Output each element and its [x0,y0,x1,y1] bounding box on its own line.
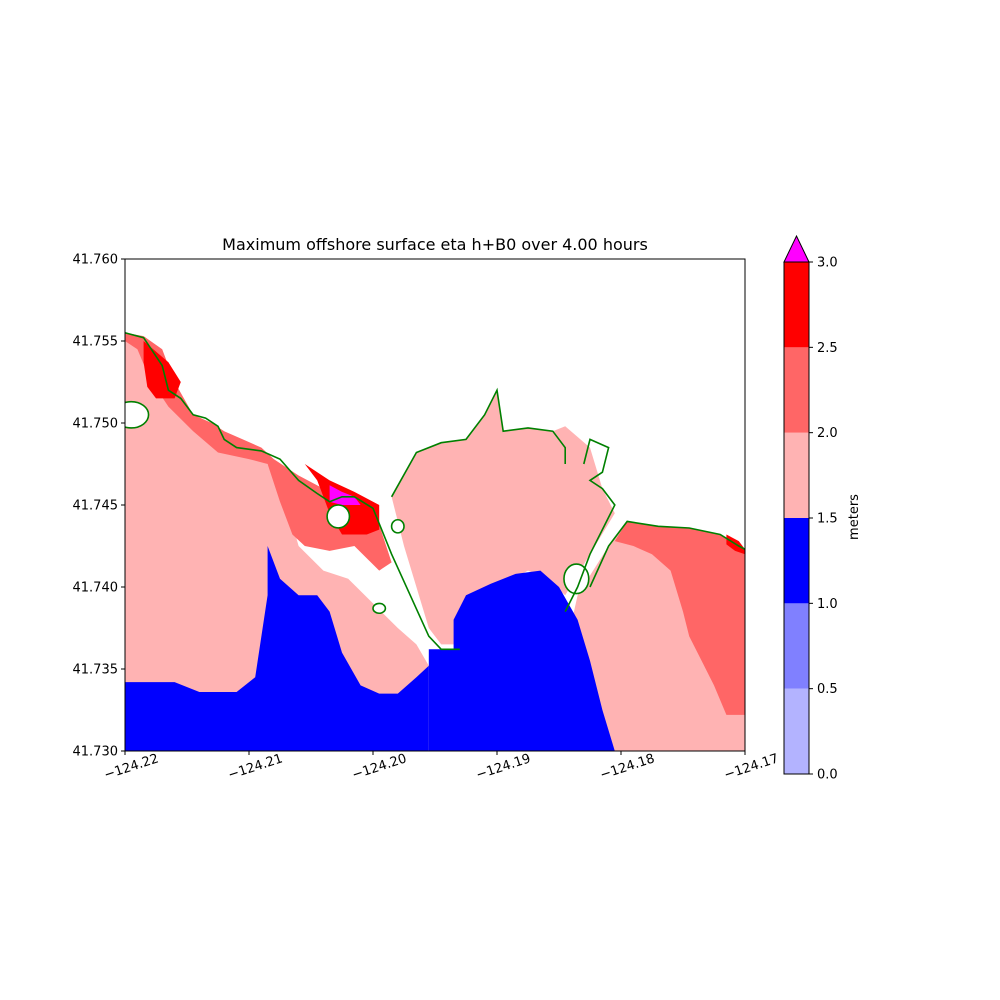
chart-title: Maximum offshore surface eta h+B0 over 4… [222,235,648,254]
shoreline-contour-0 [125,332,460,651]
colorbar: 0.0 0.5 1.0 1.5 2.0 2.5 3.0 [783,234,838,783]
region-nw-headland-red [143,341,181,399]
y-tick-label-5: 41.755 [73,335,119,350]
y-axis: 41.730 41.735 41.740 41.745 41.750 41.755 41.7… [73,253,125,760]
island-0 [125,400,150,429]
y-tick-label-3: 41.745 [73,499,119,514]
island-2 [390,518,405,534]
region-east-coast-band [614,521,745,715]
shoreline-contours [125,332,745,651]
x-tick-label-2: −124.20 [350,751,408,783]
colorbar-tick-label-6: 3.0 [817,256,838,271]
x-axis: −124.22 −124.21 −124.20 −124.19 −124.18 −124.… [102,751,781,783]
x-tick-label-1: −124.21 [226,751,284,783]
data-regions [125,332,745,751]
x-tick-label-5: −124.17 [722,751,780,783]
x-tick-label-4: −124.18 [598,751,656,783]
y-tick-label-1: 41.735 [73,663,119,678]
shoreline-contour-1 [390,387,567,498]
region-west-coast-band [125,332,392,571]
colorbar-tick-label-4: 2.0 [817,426,838,441]
y-tick-label-2: 41.740 [73,581,119,596]
colorbar-tick-label-1: 0.5 [817,682,838,697]
region-south-west-blue [125,546,429,751]
colorbar-segment-3 [784,432,809,518]
region-central-magenta [329,485,361,505]
colorbar-tick-label-2: 1.0 [817,597,838,612]
colorbar-tick-label-5: 2.5 [817,341,838,356]
colorbar-extend-max [783,234,810,263]
shoreline-contour-2 [564,438,616,612]
colorbar-segment-2 [784,518,809,604]
colorbar-segment-1 [784,603,809,689]
colorbar-segment-5 [784,262,809,348]
region-south-central-blue [428,570,615,751]
colorbar-tick-label-0: 0.0 [817,768,838,783]
island-1 [326,504,351,529]
colorbar-label: meters [847,494,862,540]
y-tick-label-0: 41.730 [73,745,119,760]
island-4 [563,563,590,595]
y-tick-label-4: 41.750 [73,417,119,432]
region-bay [391,390,615,645]
colorbar-tick-label-3: 1.5 [817,512,838,527]
x-tick-label-3: −124.19 [474,751,532,783]
colorbar-segment-0 [784,688,809,774]
shoreline-contour-3 [589,520,745,588]
island-3 [372,602,387,615]
colorbar-segment-4 [784,347,809,433]
y-tick-label-6: 41.760 [73,253,119,268]
